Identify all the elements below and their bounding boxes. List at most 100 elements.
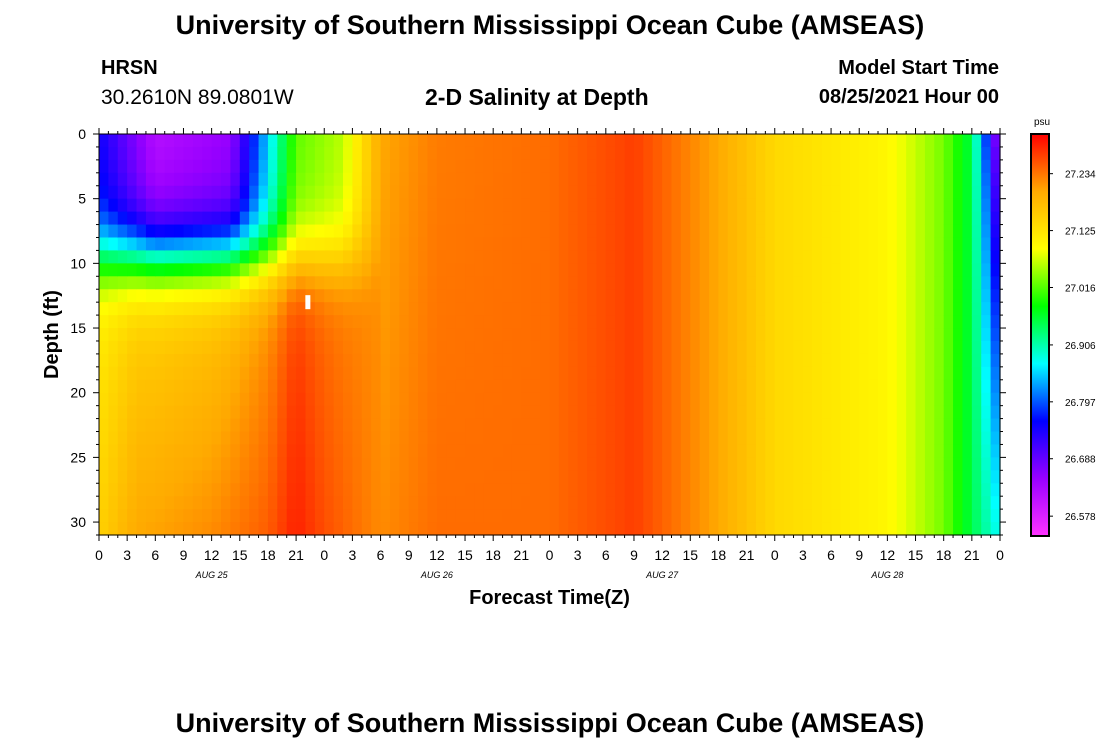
heatmap-cell <box>239 302 250 316</box>
heatmap-cell <box>455 328 466 342</box>
heatmap-cell <box>99 366 109 381</box>
heatmap-cell <box>887 392 898 407</box>
heatmap-cell <box>483 328 494 342</box>
heatmap-cell <box>333 328 344 342</box>
heatmap-cell <box>652 470 663 484</box>
heatmap-cell <box>962 340 973 355</box>
heatmap-cell <box>934 146 945 161</box>
heatmap-cell <box>267 302 278 316</box>
heatmap-cell <box>971 483 982 497</box>
heatmap-cell <box>971 185 982 200</box>
heatmap-cell <box>418 522 429 536</box>
heatmap-cell <box>765 224 776 239</box>
heatmap-cell <box>596 185 607 200</box>
heatmap-cell <box>812 483 823 497</box>
heatmap-cell <box>408 211 419 226</box>
heatmap-cell <box>249 418 260 433</box>
heatmap-cell <box>971 289 982 303</box>
heatmap-cell <box>971 379 982 394</box>
heatmap-cell <box>221 250 231 264</box>
heatmap-cell <box>540 431 551 446</box>
heatmap-cell <box>483 315 494 329</box>
heatmap-cell <box>399 198 410 213</box>
heatmap-cell <box>521 483 532 497</box>
heatmap-cell <box>765 457 776 471</box>
heatmap-cell <box>887 250 898 264</box>
heatmap-cell <box>587 159 598 174</box>
heatmap-cell <box>774 315 785 329</box>
heatmap-cell <box>155 483 166 497</box>
heatmap-cell <box>211 263 222 277</box>
heatmap-cell <box>802 289 813 303</box>
heatmap-cell <box>361 470 372 484</box>
heatmap-cell <box>286 392 297 407</box>
heatmap-cell <box>99 522 109 536</box>
heatmap-cell <box>605 405 616 420</box>
x-tick-label: 0 <box>996 547 1004 563</box>
heatmap-cell <box>906 457 917 471</box>
heatmap-cell <box>690 276 701 290</box>
heatmap-cell <box>624 457 635 471</box>
heatmap-cell <box>399 340 410 355</box>
heatmap-cell <box>887 134 898 148</box>
heatmap-cell <box>511 470 522 484</box>
heatmap-cell <box>511 172 522 187</box>
heatmap-cell <box>465 134 476 148</box>
heatmap-cell <box>671 289 682 303</box>
heatmap-cell <box>145 172 156 187</box>
heatmap-cell <box>849 470 860 484</box>
heatmap-cell <box>981 146 992 161</box>
heatmap-cell <box>380 418 391 433</box>
heatmap-cell <box>849 224 860 239</box>
heatmap-cell <box>117 470 128 484</box>
heatmap-cell <box>371 276 382 290</box>
axis-ticks <box>93 128 1006 541</box>
heatmap-cell <box>849 211 860 226</box>
x-tick-label: 6 <box>827 547 835 563</box>
heatmap-cell <box>774 185 785 200</box>
heatmap-cell <box>174 134 185 148</box>
heatmap-cell <box>596 470 607 484</box>
heatmap-cell <box>859 496 870 510</box>
heatmap-cell <box>859 250 870 264</box>
heatmap-cell <box>333 405 344 420</box>
heatmap-cell <box>408 159 419 174</box>
heatmap-cell <box>662 198 673 213</box>
heatmap-cell <box>305 405 316 420</box>
heatmap-cell <box>145 198 156 213</box>
heatmap-cell <box>784 198 795 213</box>
heatmap-cell <box>784 431 795 446</box>
heatmap-cell <box>361 418 372 433</box>
heatmap-cell <box>727 470 738 484</box>
heatmap-cell <box>643 444 654 458</box>
heatmap-cell <box>108 353 119 368</box>
heatmap-cell <box>568 315 579 329</box>
heatmap-cell <box>718 315 729 329</box>
heatmap-cell <box>399 224 410 239</box>
colorbar-tick-label: 26.906 <box>1065 341 1096 352</box>
heatmap-cell <box>962 172 973 187</box>
heatmap-cell <box>211 457 222 471</box>
heatmap-cell <box>774 237 785 252</box>
heatmap-cell <box>436 509 447 523</box>
heatmap-cell <box>718 418 729 433</box>
heatmap-cell <box>549 289 560 303</box>
heatmap-cell <box>587 172 598 187</box>
heatmap-cell <box>155 250 166 264</box>
heatmap-cell <box>343 340 354 355</box>
heatmap-cell <box>671 418 682 433</box>
heatmap-cell <box>849 250 860 264</box>
heatmap-cell <box>558 302 569 316</box>
heatmap-cell <box>877 444 888 458</box>
heatmap-cell <box>117 315 128 329</box>
x-tick-label: 15 <box>232 547 248 563</box>
heatmap-cell <box>624 470 635 484</box>
heatmap-cell <box>174 522 185 536</box>
heatmap-cell <box>624 211 635 226</box>
heatmap-cell <box>258 457 269 471</box>
heatmap-cell <box>652 392 663 407</box>
heatmap-cell <box>709 509 720 523</box>
heatmap-cell <box>305 366 316 381</box>
heatmap-cell <box>99 483 109 497</box>
heatmap-cell <box>371 444 382 458</box>
